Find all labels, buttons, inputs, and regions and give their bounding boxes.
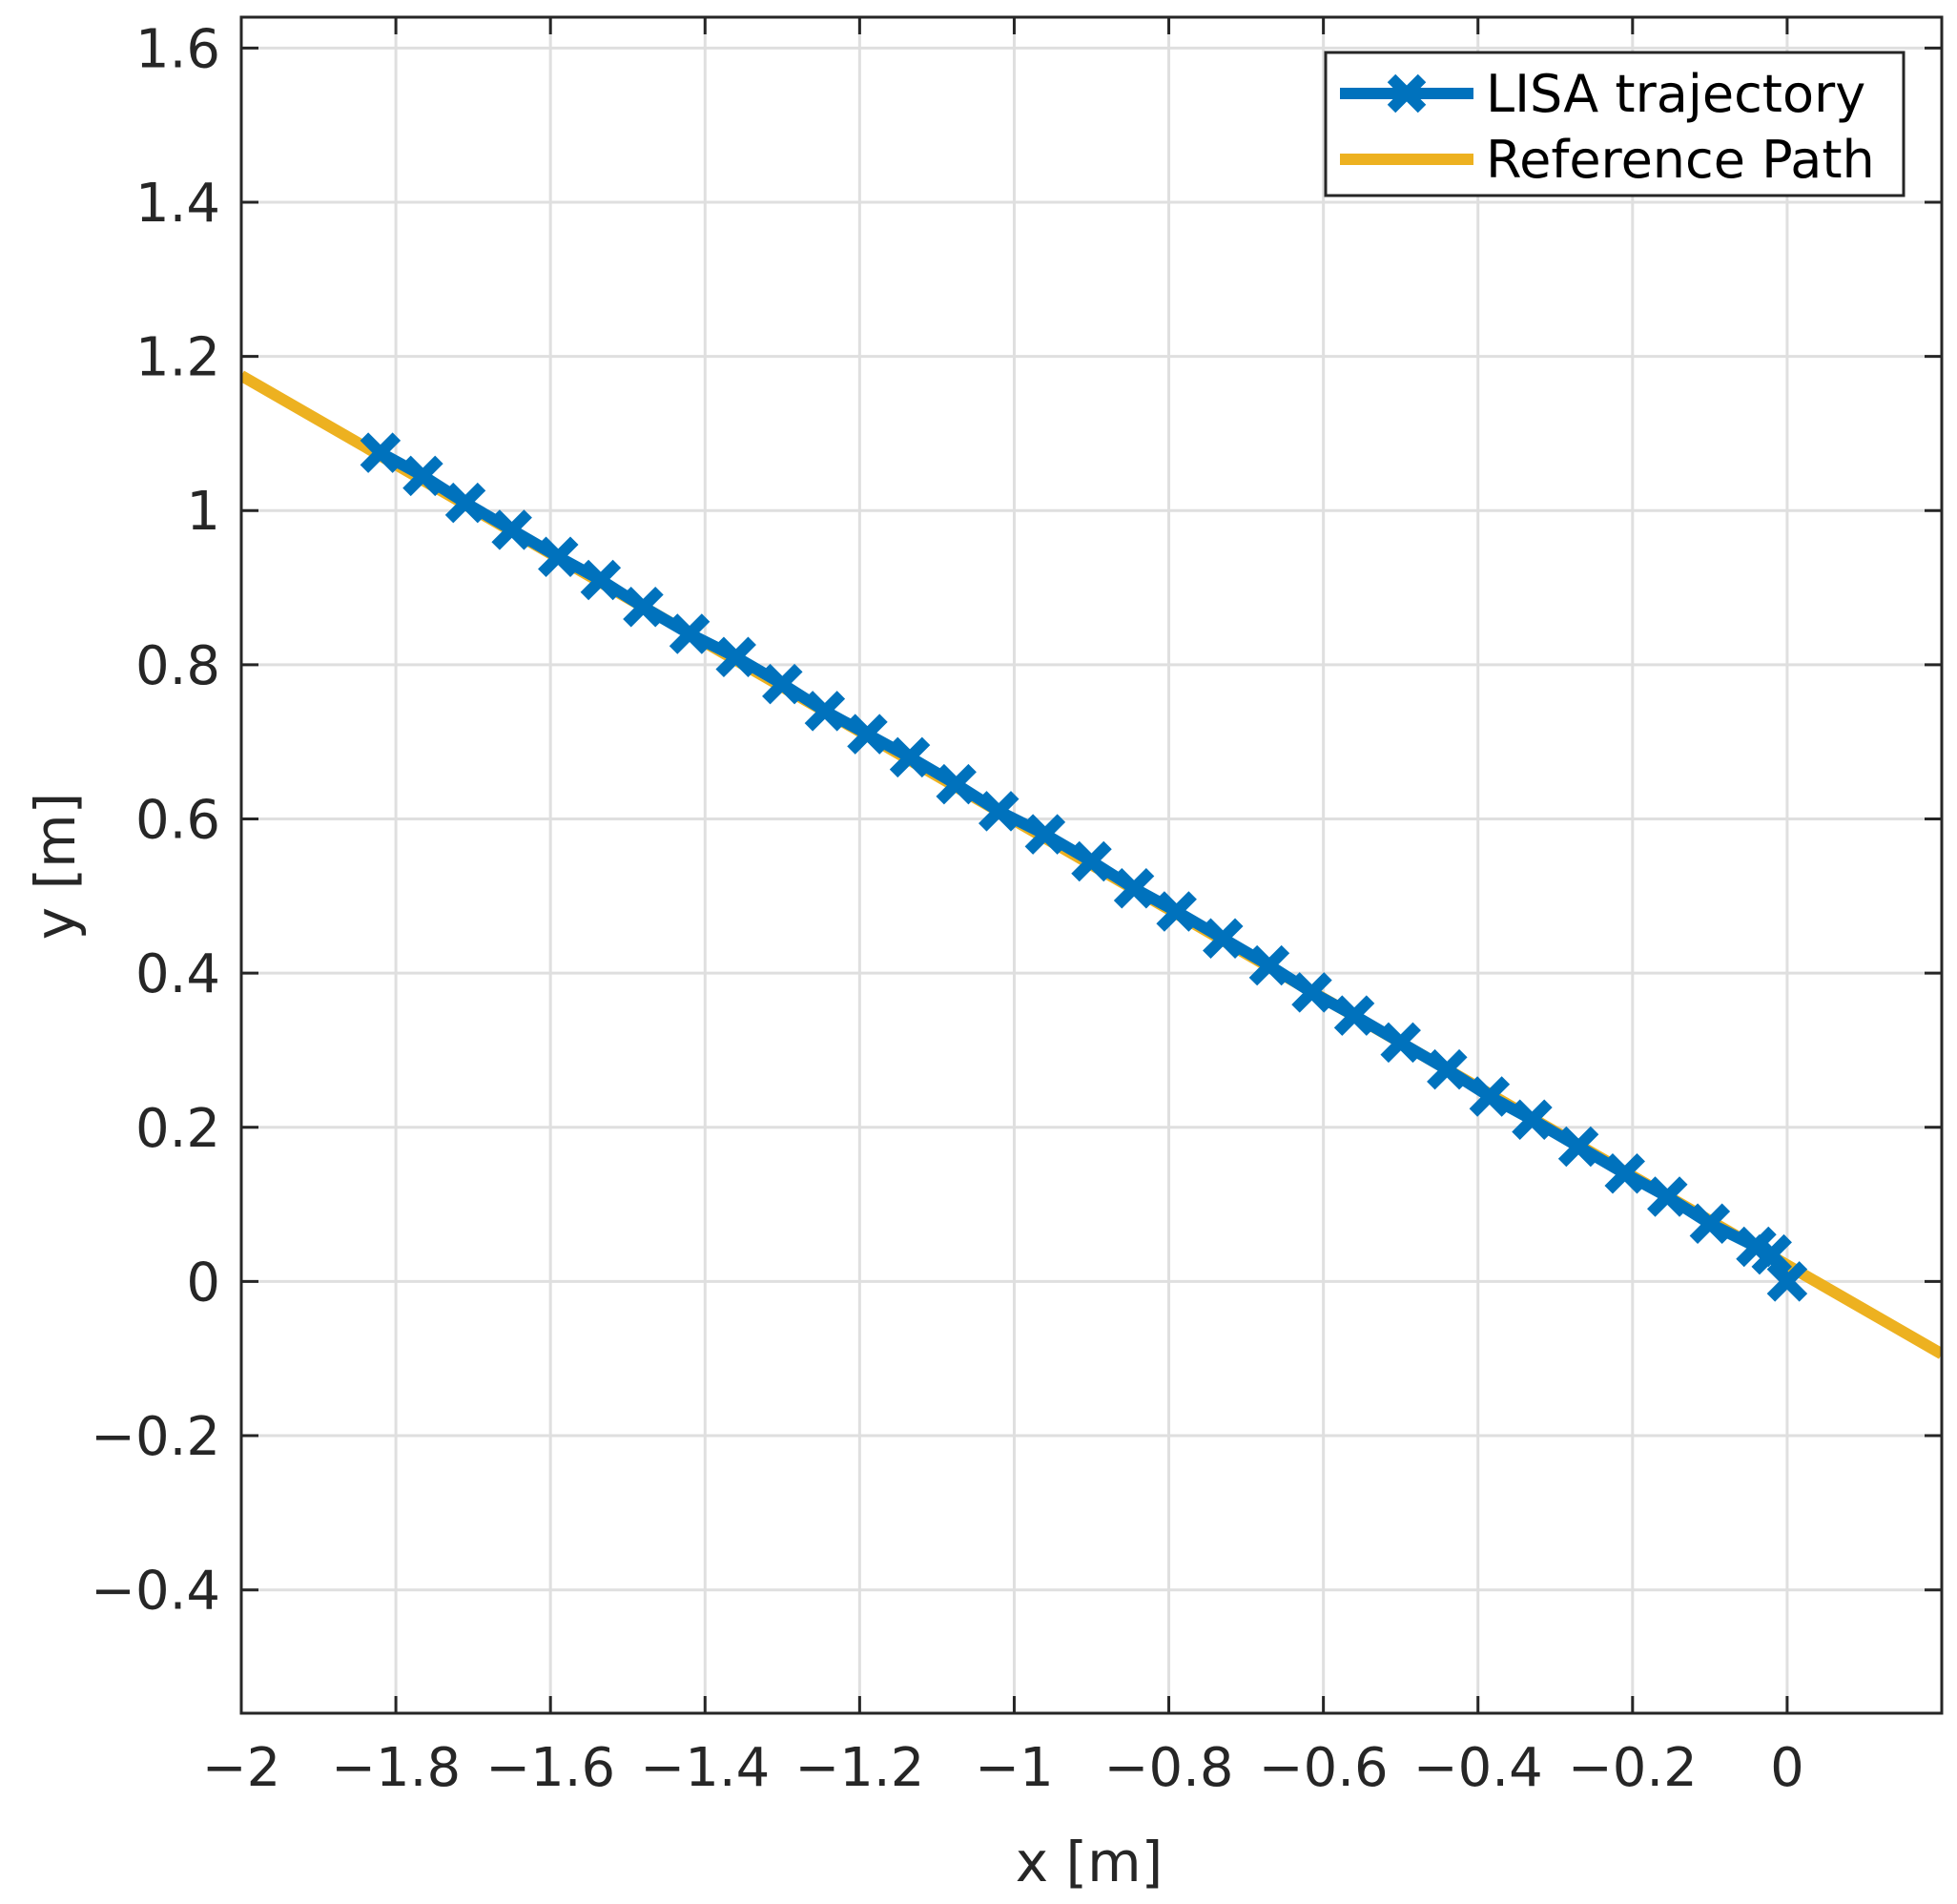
lisa-trajectory-point: [936, 763, 977, 805]
legend-box: [1324, 51, 1906, 197]
lisa-trajectory-point: [1469, 1076, 1511, 1117]
y-tick-label: 0.8: [135, 635, 220, 697]
lisa-trajectory-point: [847, 714, 888, 755]
lisa-trajectory-point: [669, 613, 711, 654]
lisa-trajectory-point: [444, 482, 486, 524]
legend: LISA trajectory Reference Path: [1324, 51, 1906, 197]
lisa-trajectory-point: [580, 559, 622, 601]
lisa-trajectory-point: [1380, 1022, 1421, 1064]
x-tick-label: −0.2: [1568, 1737, 1698, 1799]
legend-label-lisa: LISA trajectory: [1486, 64, 1865, 124]
lisa-trajectory-point: [1024, 814, 1066, 855]
y-ticks: −0.4 −0.2 0 0.2 0.4 0.6 0.8 1 1.2 1.4 1.6: [91, 18, 1942, 1623]
lisa-trajectory-point: [538, 536, 579, 577]
x-tick-label: −0.6: [1259, 1737, 1389, 1799]
x-axis-label: x [m]: [1016, 1830, 1164, 1894]
lisa-trajectory-point: [1203, 918, 1244, 960]
lisa-trajectory-point: [1604, 1153, 1645, 1194]
lisa-trajectory-point: [1512, 1099, 1553, 1140]
lisa-trajectory-point: [1156, 891, 1197, 932]
x-tick-label: −1: [975, 1737, 1054, 1799]
x-tick-label: −0.8: [1104, 1737, 1234, 1799]
x-tick-label: −2: [202, 1737, 281, 1799]
lisa-trajectory-point: [1291, 972, 1332, 1013]
y-tick-label: 0.4: [135, 943, 220, 1005]
plot-area: [241, 370, 1942, 1359]
axes-box: [239, 15, 1944, 1715]
y-tick-label: 1.6: [135, 18, 220, 80]
lisa-trajectory-line: [378, 447, 1793, 1285]
x-tick-label: −0.4: [1413, 1737, 1543, 1799]
x-tick-label: −1.6: [485, 1737, 615, 1799]
lisa-trajectory-point: [1427, 1048, 1468, 1090]
lisa-trajectory-point: [1751, 1233, 1792, 1275]
legend-marker-lisa: [1387, 73, 1427, 114]
grid: [239, 17, 1942, 1713]
lisa-trajectory-point: [402, 455, 443, 497]
x-tick-label: −1.8: [331, 1737, 461, 1799]
lisa-trajectory-point: [804, 691, 846, 732]
lisa-trajectory-point: [1248, 944, 1290, 986]
lisa-trajectory-point: [1689, 1203, 1731, 1245]
y-tick-label: 1: [186, 481, 220, 543]
lisa-trajectory-point: [762, 663, 803, 705]
lisa-trajectory-point: [1071, 840, 1112, 882]
lisa-trajectory-point: [1113, 868, 1155, 909]
y-tick-label: 1.4: [135, 173, 220, 235]
lisa-trajectory-point: [1557, 1126, 1599, 1168]
y-tick-label: 0.2: [135, 1098, 220, 1160]
lisa-trajectory-point: [978, 791, 1020, 832]
lisa-trajectory-point: [889, 736, 931, 778]
y-tick-label: 0.6: [135, 790, 220, 852]
x-ticks: −2 −1.8 −1.6 −1.4 −1.2 −1 −0.8 −0.6 −0.4 −0.2 0: [202, 17, 1804, 1799]
lisa-trajectory-point: [491, 509, 532, 550]
x-tick-label: −1.2: [794, 1737, 924, 1799]
x-tick-label: −1.4: [640, 1737, 770, 1799]
lisa-trajectory-point: [715, 636, 756, 678]
lisa-trajectory-point: [360, 432, 402, 473]
series-lisa-trajectory: [360, 432, 1808, 1302]
y-axis-label: y [m]: [23, 793, 88, 941]
x-tick-label: 0: [1770, 1737, 1804, 1799]
lisa-trajectory-point: [623, 587, 664, 628]
lisa-trajectory-point: [1333, 995, 1375, 1036]
y-tick-label: −0.4: [91, 1561, 220, 1623]
y-tick-label: −0.2: [91, 1406, 220, 1468]
legend-label-reference: Reference Path: [1486, 130, 1875, 190]
y-tick-label: 0: [186, 1252, 220, 1314]
lisa-trajectory-point: [1647, 1176, 1688, 1217]
lisa-trajectory-point: [1766, 1261, 1808, 1302]
y-tick-label: 1.2: [135, 327, 220, 389]
